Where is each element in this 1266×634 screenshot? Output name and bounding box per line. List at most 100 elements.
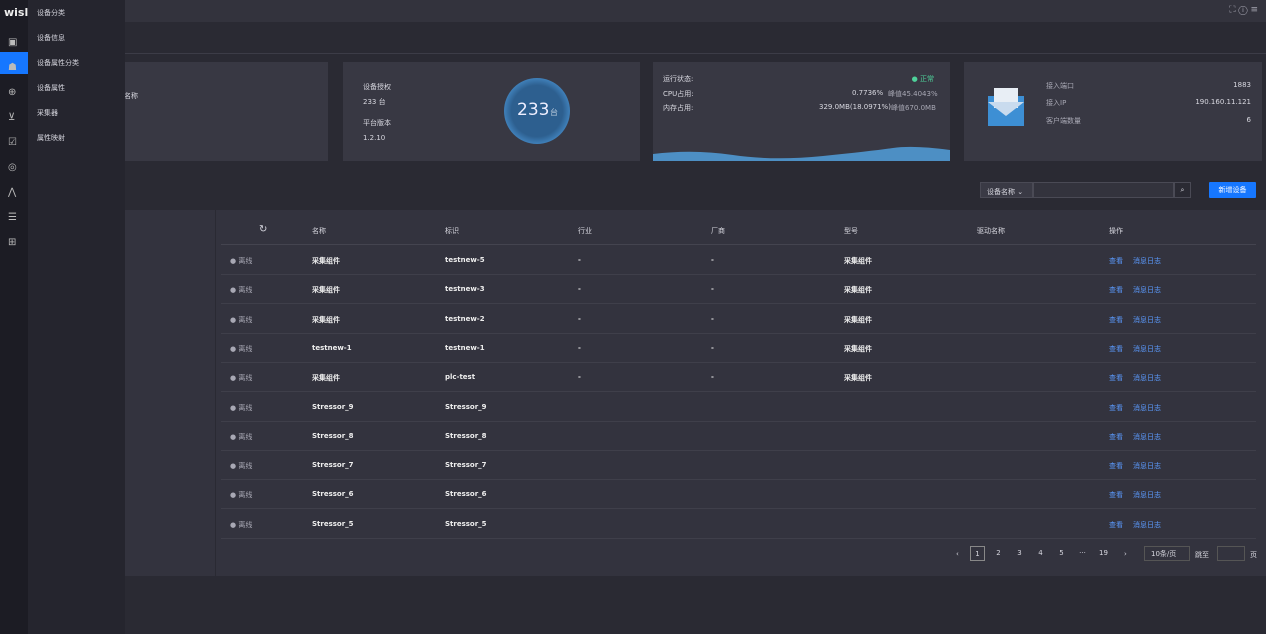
label: 运行状态: bbox=[663, 75, 694, 83]
wave bbox=[653, 146, 950, 161]
top-bar bbox=[0, 0, 1266, 22]
menu-item[interactable]: 属性映射 bbox=[37, 134, 65, 142]
card-status: 运行状态: ● 正常 CPU占用: 0.7736% 峰值45.4043% 内存占… bbox=[653, 62, 950, 161]
value: 233 台 bbox=[363, 98, 386, 106]
next-page[interactable]: › bbox=[1124, 550, 1127, 558]
action-link[interactable]: 查看 bbox=[1109, 344, 1123, 353]
card-access: 接入端口 1883 接入IP 190.160.11.121 客户端数量 6 bbox=[964, 62, 1262, 161]
cell: Stressor_9 bbox=[312, 402, 354, 411]
search-field-select[interactable]: 设备名称 ⌄ bbox=[980, 182, 1033, 198]
goto-input[interactable] bbox=[1217, 546, 1245, 561]
cell: 采集组件 bbox=[312, 286, 340, 295]
row-line bbox=[221, 332, 1256, 334]
action-link[interactable]: 查看 bbox=[1109, 286, 1123, 295]
action-link[interactable]: 消息日志 bbox=[1133, 403, 1161, 412]
cell: 采集组件 bbox=[844, 257, 872, 265]
action-link[interactable]: 消息日志 bbox=[1133, 257, 1161, 265]
value: 329.0MB(18.0971%) bbox=[819, 103, 891, 111]
status-text: 离线 bbox=[238, 315, 253, 324]
page-number[interactable]: 2 bbox=[996, 549, 1001, 557]
action-link[interactable]: 消息日志 bbox=[1133, 491, 1161, 500]
state: ● 正常 bbox=[911, 75, 934, 83]
add-button[interactable]: 新增设备 bbox=[1209, 182, 1256, 198]
row-line bbox=[221, 361, 1256, 363]
status-text: 离线 bbox=[238, 344, 253, 353]
page-number[interactable]: 1 bbox=[970, 546, 985, 561]
page-number[interactable]: 5 bbox=[1059, 549, 1064, 557]
action-link[interactable]: 查看 bbox=[1109, 432, 1123, 441]
label: 内存占用: bbox=[663, 104, 694, 112]
column-header: 型号 bbox=[844, 227, 858, 235]
value: 0.7736% bbox=[852, 89, 884, 97]
page-number[interactable]: 19 bbox=[1099, 549, 1108, 557]
action-link[interactable]: 查看 bbox=[1109, 491, 1123, 500]
cell: - bbox=[711, 343, 714, 352]
card-name: 名称 bbox=[110, 62, 328, 161]
label: 名称 bbox=[124, 92, 138, 100]
icons[interactable]: ▣ ☗ ⊕ ⊻ ☑ ◎ ⋀ ☰ ⊞ bbox=[8, 37, 18, 248]
action-link[interactable]: 查看 bbox=[1109, 462, 1123, 471]
refresh-icon[interactable]: ↻ bbox=[259, 224, 268, 235]
status-text: 离线 bbox=[238, 462, 253, 471]
action-link[interactable]: 查看 bbox=[1109, 403, 1123, 412]
action-link[interactable]: 消息日志 bbox=[1133, 344, 1161, 353]
cell: testnew-1 bbox=[312, 343, 352, 352]
cell: - bbox=[711, 285, 714, 294]
action-link[interactable]: 消息日志 bbox=[1133, 374, 1161, 383]
status: ● 离线 bbox=[230, 374, 253, 383]
status-text: 离线 bbox=[238, 403, 253, 412]
menu-item[interactable]: 设备属性分类 bbox=[37, 59, 79, 67]
column-header: 行业 bbox=[578, 227, 592, 235]
cell: 采集组件 bbox=[312, 315, 340, 324]
action-link[interactable]: 查看 bbox=[1109, 315, 1123, 324]
status: ● 离线 bbox=[230, 432, 253, 441]
ring: 233 台 bbox=[504, 78, 570, 144]
cell: Stressor_6 bbox=[312, 490, 354, 499]
action-link[interactable]: 消息日志 bbox=[1133, 462, 1161, 471]
page-number[interactable]: 3 bbox=[1017, 549, 1022, 557]
search-button[interactable]: ⌕ bbox=[1174, 182, 1191, 198]
status: ● 离线 bbox=[230, 257, 253, 265]
action-link[interactable]: 查看 bbox=[1109, 257, 1123, 265]
cell: Stressor_8 bbox=[445, 431, 487, 440]
cell: 采集组件 bbox=[312, 257, 340, 265]
search-input[interactable] bbox=[1033, 182, 1174, 198]
value: 6 bbox=[1246, 116, 1251, 124]
action-link[interactable]: 查看 bbox=[1109, 520, 1123, 529]
active-icon[interactable] bbox=[0, 52, 28, 74]
cell: 采集组件 bbox=[312, 374, 340, 383]
row-line bbox=[221, 508, 1256, 510]
field: 设备名称 bbox=[987, 188, 1015, 196]
row-line bbox=[221, 391, 1256, 393]
page-size[interactable]: 10条/页 bbox=[1144, 546, 1190, 561]
top-icons[interactable]: ⛶ ⓘ ≡ bbox=[1229, 5, 1258, 15]
action-link[interactable]: 消息日志 bbox=[1133, 432, 1161, 441]
action-link[interactable]: 查看 bbox=[1109, 374, 1123, 383]
cell: Stressor_6 bbox=[445, 490, 487, 499]
menu-item[interactable]: 设备信息 bbox=[37, 34, 65, 42]
action-link[interactable]: 消息日志 bbox=[1133, 286, 1161, 295]
status-text: 离线 bbox=[238, 257, 253, 265]
status: ● 离线 bbox=[230, 491, 253, 500]
cell: 采集组件 bbox=[844, 286, 872, 295]
cell: - bbox=[578, 343, 581, 352]
flyout-menu: 设备分类设备信息设备属性分类 设备属性采集器属性映射 bbox=[28, 0, 125, 634]
cell: Stressor_9 bbox=[445, 402, 487, 411]
header-line bbox=[221, 244, 1256, 245]
row-line bbox=[221, 479, 1256, 481]
status-text: 离线 bbox=[238, 520, 253, 529]
menu-item[interactable]: 设备分类 bbox=[37, 9, 65, 17]
cell: 采集组件 bbox=[844, 315, 872, 324]
action-link[interactable]: 消息日志 bbox=[1133, 520, 1161, 529]
prev-page[interactable]: ‹ bbox=[956, 550, 959, 558]
ring-value: 233 bbox=[517, 100, 550, 120]
menu-item[interactable]: 设备属性 bbox=[37, 84, 65, 92]
label: 平台版本 bbox=[363, 119, 391, 127]
action-link[interactable]: 消息日志 bbox=[1133, 315, 1161, 324]
status: ● 离线 bbox=[230, 315, 253, 324]
page-number[interactable]: 4 bbox=[1038, 549, 1043, 557]
logo: wisl bbox=[4, 6, 29, 19]
page-number[interactable]: ··· bbox=[1079, 549, 1086, 557]
menu-item[interactable]: 采集器 bbox=[37, 109, 58, 117]
icon-sidebar: ▣ ☗ ⊕ ⊻ ☑ ◎ ⋀ ☰ ⊞ bbox=[0, 0, 28, 634]
